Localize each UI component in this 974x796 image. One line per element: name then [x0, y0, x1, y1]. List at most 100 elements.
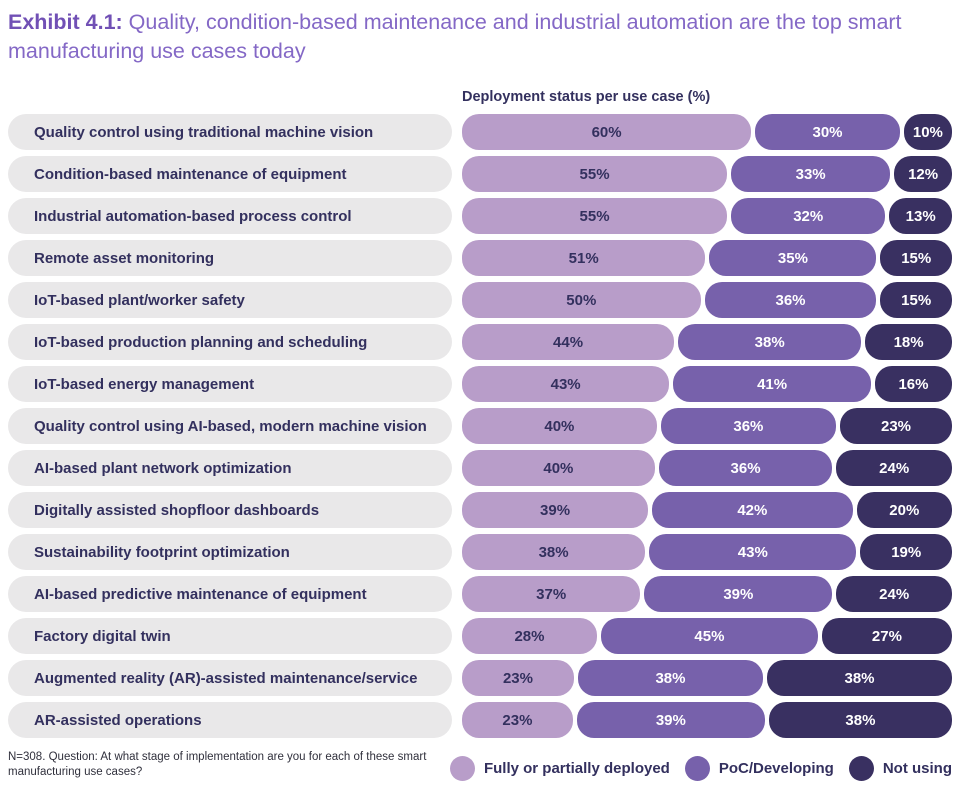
bar-segment-not-using: 15% — [880, 282, 952, 319]
bar-segment-poc-developing: 41% — [673, 366, 871, 403]
use-case-label: Augmented reality (AR)-assisted maintena… — [8, 660, 452, 697]
stacked-bar: 37% 39% 24% — [462, 576, 953, 613]
stacked-bar: 40% 36% 24% — [462, 450, 952, 487]
bar-segment-fully-or-partially-deployed: 51% — [462, 240, 706, 277]
use-case-label: Digitally assisted shopfloor dashboards — [8, 492, 452, 529]
bar-segment-fully-or-partially-deployed: 40% — [462, 450, 655, 487]
bar-segment-fully-or-partially-deployed: 55% — [462, 198, 728, 235]
chart-footer: N=308. Question: At what stage of implem… — [0, 750, 974, 782]
stacked-bar: 23% 39% 38% — [462, 702, 952, 739]
bar-segment-fully-or-partially-deployed: 23% — [462, 702, 573, 739]
bar-segment-not-using: 15% — [880, 240, 952, 277]
footnote: N=308. Question: At what stage of implem… — [8, 751, 427, 779]
bar-segment-fully-or-partially-deployed: 38% — [462, 534, 646, 571]
bar-segment-fully-or-partially-deployed: 40% — [462, 408, 657, 445]
stacked-bar: 50% 36% 15% — [462, 282, 952, 319]
bar-segment-poc-developing: 42% — [652, 492, 853, 529]
use-case-label: AR-assisted operations — [8, 702, 452, 739]
bar-segment-poc-developing: 36% — [660, 408, 837, 445]
use-case-row: Digitally assisted shopfloor dashboards 3… — [8, 492, 953, 529]
bar-segment-fully-or-partially-deployed: 28% — [462, 618, 597, 655]
use-case-label: AI-based predictive maintenance of equip… — [8, 576, 452, 613]
use-case-row: IoT-based plant/worker safety 50% 36% 15% — [8, 282, 952, 319]
bar-segment-not-using: 20% — [856, 492, 953, 529]
exhibit-title: Exhibit 4.1: Quality, condition-based ma… — [0, 0, 972, 65]
bar-segment-fully-or-partially-deployed: 39% — [462, 492, 649, 529]
bar-segment-fully-or-partially-deployed: 60% — [462, 114, 752, 151]
use-case-row: Remote asset monitoring 51% 35% 15% — [8, 240, 952, 277]
bar-segment-fully-or-partially-deployed: 55% — [462, 156, 728, 193]
use-case-row: AR-assisted operations 23% 39% 38% — [8, 702, 952, 739]
bar-segment-poc-developing: 45% — [600, 618, 818, 655]
use-case-row: Factory digital twin 28% 45% 27% — [8, 618, 952, 655]
stacked-bar: 51% 35% 15% — [462, 240, 952, 277]
bar-segment-fully-or-partially-deployed: 23% — [462, 660, 574, 697]
use-case-row: Quality control using AI-based, modern m… — [8, 408, 952, 445]
bar-segment-poc-developing: 39% — [644, 576, 833, 613]
use-case-label: Quality control using AI-based, modern m… — [8, 408, 452, 445]
bar-segment-fully-or-partially-deployed: 43% — [462, 366, 670, 403]
bar-segment-poc-developing: 32% — [731, 198, 886, 235]
exhibit-number: Exhibit 4.1: — [8, 10, 123, 34]
bar-segment-not-using: 10% — [903, 114, 952, 151]
stacked-bar: 39% 42% 20% — [462, 492, 953, 529]
use-case-row: Quality control using traditional machin… — [8, 114, 952, 151]
stacked-bar: 28% 45% 27% — [462, 618, 952, 655]
use-case-label: IoT-based production planning and schedu… — [8, 324, 452, 361]
bar-segment-not-using: 12% — [894, 156, 952, 193]
bar-segment-not-using: 18% — [865, 324, 952, 361]
stacked-bar: 40% 36% 23% — [462, 408, 952, 445]
bar-segment-not-using: 13% — [889, 198, 952, 235]
stacked-bar: 44% 38% 18% — [462, 324, 952, 361]
bar-segment-not-using: 38% — [768, 702, 952, 739]
use-case-row: Augmented reality (AR)-assisted maintena… — [8, 660, 953, 697]
legend-label: Not using — [882, 760, 952, 778]
legend-label: Fully or partially deployed — [483, 760, 670, 778]
bar-segment-poc-developing: 35% — [709, 240, 877, 277]
bar-segment-not-using: 23% — [840, 408, 952, 445]
bar-segment-not-using: 27% — [821, 618, 952, 655]
stacked-bar: 55% 32% 13% — [462, 198, 952, 235]
stacked-bar: 23% 38% 38% — [462, 660, 953, 697]
legend-item-fully-or-partially-deployed: Fully or partially deployed — [449, 756, 670, 782]
use-case-label: Condition-based maintenance of equipment — [8, 156, 452, 193]
bar-segment-not-using: 24% — [836, 450, 952, 487]
bar-segment-poc-developing: 39% — [576, 702, 765, 739]
use-case-label: IoT-based energy management — [8, 366, 452, 403]
use-case-row: AI-based plant network optimization 40% 36… — [8, 450, 952, 487]
bar-segment-not-using: 38% — [767, 660, 953, 697]
chart-column-header: Deployment status per use case (%) — [462, 89, 711, 106]
exhibit-title-text: Quality, condition-based maintenance and… — [8, 10, 902, 63]
bar-segment-not-using: 24% — [836, 576, 953, 613]
use-case-label: AI-based plant network optimization — [8, 450, 452, 487]
stacked-bar: 38% 43% 19% — [462, 534, 952, 571]
legend-item-not-using: Not using — [848, 756, 952, 782]
bar-segment-fully-or-partially-deployed: 44% — [462, 324, 675, 361]
legend-dot-icon — [684, 756, 710, 782]
use-case-row: Sustainability footprint optimization 38%… — [8, 534, 952, 571]
legend-dot-icon — [848, 756, 874, 782]
use-case-row: IoT-based energy management 43% 41% 16% — [8, 366, 953, 403]
legend-label: PoC/Developing — [718, 760, 834, 778]
use-case-label: IoT-based plant/worker safety — [8, 282, 452, 319]
stacked-bar: 43% 41% 16% — [462, 366, 953, 403]
legend: Fully or partially deployed PoC/Developin… — [449, 756, 952, 782]
bar-segment-fully-or-partially-deployed: 37% — [462, 576, 641, 613]
stacked-bar: 55% 33% 12% — [462, 156, 952, 193]
use-case-label: Remote asset monitoring — [8, 240, 452, 277]
bar-segment-poc-developing: 36% — [704, 282, 877, 319]
use-case-row: IoT-based production planning and schedu… — [8, 324, 952, 361]
bar-segment-poc-developing: 33% — [731, 156, 891, 193]
legend-item-poc-developing: PoC/Developing — [684, 756, 834, 782]
use-case-label: Sustainability footprint optimization — [8, 534, 452, 571]
bar-segment-poc-developing: 36% — [658, 450, 833, 487]
use-case-label: Quality control using traditional machin… — [8, 114, 452, 151]
use-case-row: AI-based predictive maintenance of equip… — [8, 576, 953, 613]
bar-segment-poc-developing: 30% — [755, 114, 900, 151]
bar-segment-not-using: 16% — [874, 366, 953, 403]
bar-segment-not-using: 19% — [860, 534, 952, 571]
legend-dot-icon — [449, 756, 475, 782]
chart-rows: Quality control using traditional machin… — [0, 114, 974, 739]
bar-segment-poc-developing: 38% — [678, 324, 862, 361]
bar-segment-fully-or-partially-deployed: 50% — [462, 282, 701, 319]
